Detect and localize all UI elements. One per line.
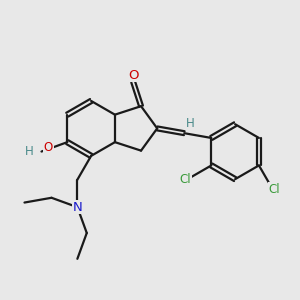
Text: O: O [44,141,53,154]
Text: Cl: Cl [180,173,191,186]
Text: Cl: Cl [269,183,280,196]
Text: N: N [73,201,82,214]
Text: H: H [186,117,194,130]
Text: H: H [25,145,34,158]
Text: O: O [128,68,138,82]
